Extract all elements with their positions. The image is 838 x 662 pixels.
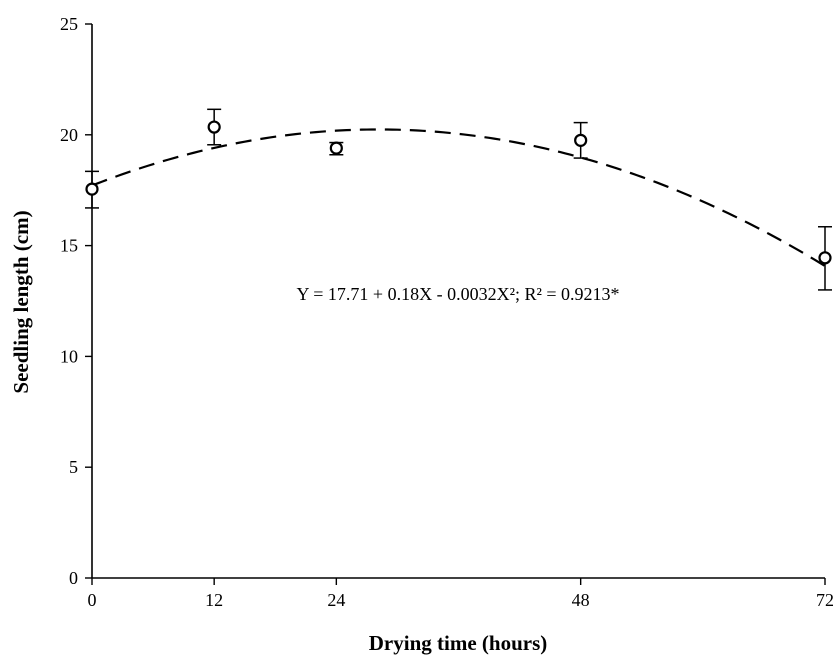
trendline-layer <box>91 128 826 267</box>
data-point-marker <box>85 182 99 196</box>
y-tick-label: 5 <box>69 457 78 477</box>
y-tick-label: 10 <box>60 346 78 366</box>
y-tick-label: 20 <box>60 125 78 145</box>
axes: 0 5 10 15 20 25 0 12 24 48 72 <box>60 14 834 610</box>
x-tick-label: 48 <box>572 590 590 610</box>
data-point-group <box>85 170 99 209</box>
data-point-marker <box>207 120 221 134</box>
data-point-marker <box>818 251 832 265</box>
y-tick-label: 0 <box>69 568 78 588</box>
trendline-curve <box>91 128 826 267</box>
x-tick-label: 12 <box>205 590 223 610</box>
data-point-marker <box>329 141 343 155</box>
data-point-marker <box>574 133 588 147</box>
x-tick-label: 72 <box>816 590 834 610</box>
y-axis-title: Seedling length (cm) <box>9 210 33 393</box>
data-points-layer <box>85 108 832 291</box>
data-point-group <box>818 226 832 291</box>
data-point-group <box>329 141 344 156</box>
y-tick-label: 25 <box>60 14 78 34</box>
data-point-group <box>573 121 588 159</box>
data-point-group <box>207 108 222 146</box>
y-tick-label: 15 <box>60 236 78 256</box>
equation-annotation: Y = 17.71 + 0.18X - 0.0032X²; R² = 0.921… <box>296 284 619 304</box>
x-tick-label: 24 <box>327 590 345 610</box>
x-axis-title: Drying time (hours) <box>369 631 547 655</box>
x-tick-label: 0 <box>88 590 97 610</box>
